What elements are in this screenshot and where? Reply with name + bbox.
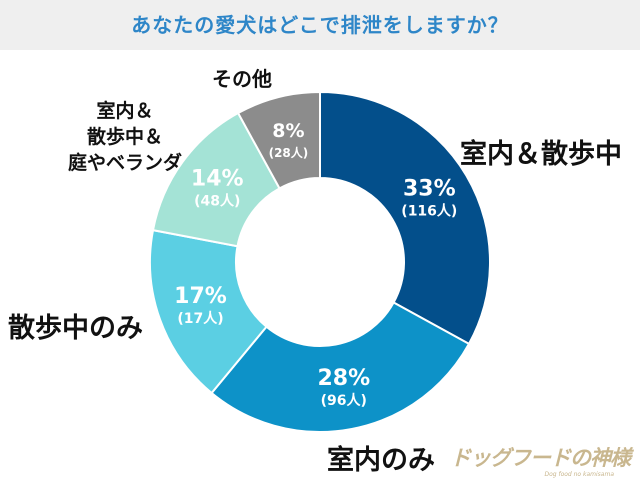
slice-2 — [149, 228, 268, 395]
slice-count-label: (48人) — [194, 192, 240, 209]
slice-1 — [210, 301, 471, 433]
slice-percent-label: 8% — [272, 120, 304, 142]
brand-watermark: ドッグフードの神様 — [450, 446, 631, 470]
slice-count-label: (96人) — [321, 392, 367, 409]
brand-watermark-sub: Dog food no kamisama — [544, 471, 614, 478]
title-bar — [0, 0, 640, 50]
legend-label-walk-only: 散歩中のみ — [8, 313, 143, 344]
slice-count-label: (116人) — [401, 202, 457, 219]
legend-label-indoor-walk-garden: 室内＆ 散歩中＆ 庭やベランダ — [68, 100, 183, 174]
slice-4 — [236, 90, 321, 190]
slice-percent-label: 33% — [403, 176, 456, 201]
slice-percent-label: 28% — [317, 366, 370, 391]
slice-0 — [319, 90, 491, 346]
slice-percent-label: 14% — [191, 166, 244, 191]
legend-label-indoor-only: 室内のみ — [327, 445, 435, 476]
slice-percent-label: 17% — [174, 284, 227, 309]
slice-count-label: (17人) — [177, 310, 223, 327]
chart-title: あなたの愛犬はどこで排泄をしますか？ — [131, 13, 509, 37]
slice-count-label: (28人) — [269, 145, 309, 160]
legend-label-other: その他 — [212, 67, 272, 91]
legend-label-indoor-and-walk: 室内＆散歩中 — [460, 139, 622, 170]
